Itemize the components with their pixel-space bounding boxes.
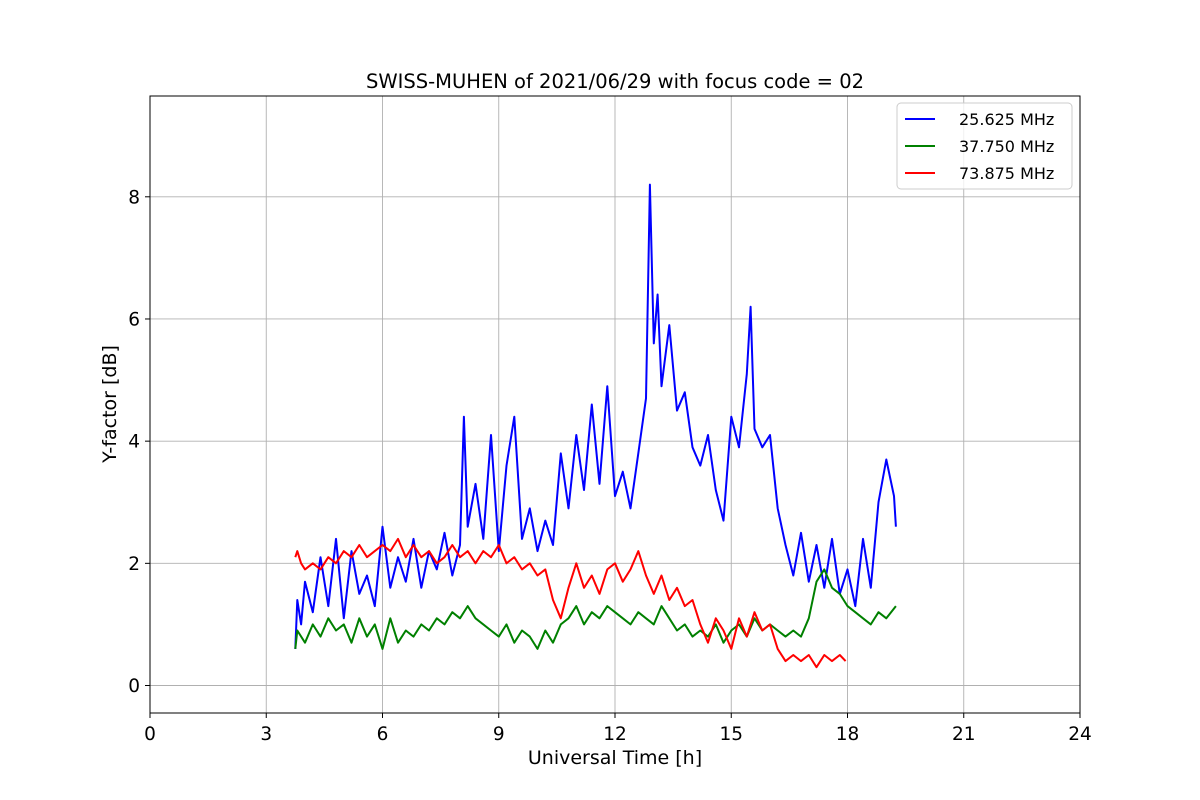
x-tick-label: 0	[144, 724, 156, 745]
legend-box	[896, 102, 1073, 190]
legend-entry-label: 25.625 MHz	[959, 110, 1054, 129]
y-tick-label: 6	[128, 309, 140, 330]
y-tick-label: 8	[128, 187, 140, 208]
series-line-0	[294, 183, 897, 649]
y-tick-label: 2	[128, 554, 140, 575]
x-tick-label: 9	[493, 724, 505, 745]
chart-title: SWISS-MUHEN of 2021/06/29 with focus cod…	[366, 70, 864, 93]
y-tick-label: 0	[128, 676, 140, 697]
x-tick-label: 24	[1068, 724, 1092, 745]
legend: 25.625 MHz 37.750 MHz 73.875 MHz	[896, 102, 1073, 190]
x-tick-label: 12	[603, 724, 627, 745]
x-tick-label: 3	[260, 724, 272, 745]
legend-entry-label: 37.750 MHz	[959, 137, 1054, 156]
x-tick-label: 6	[377, 724, 389, 745]
series-line-2	[294, 537, 847, 669]
legend-entry-label: 73.875 MHz	[959, 164, 1054, 183]
plot-area	[294, 183, 897, 669]
x-tick-label: 21	[952, 724, 976, 745]
y-axis-label: Y-factor [dB]	[99, 345, 121, 464]
series-line-1	[294, 568, 897, 650]
y-tick-label: 4	[128, 432, 140, 453]
x-tick-label: 18	[836, 724, 860, 745]
x-axis-label: Universal Time [h]	[528, 747, 702, 769]
x-tick-label: 15	[719, 724, 743, 745]
